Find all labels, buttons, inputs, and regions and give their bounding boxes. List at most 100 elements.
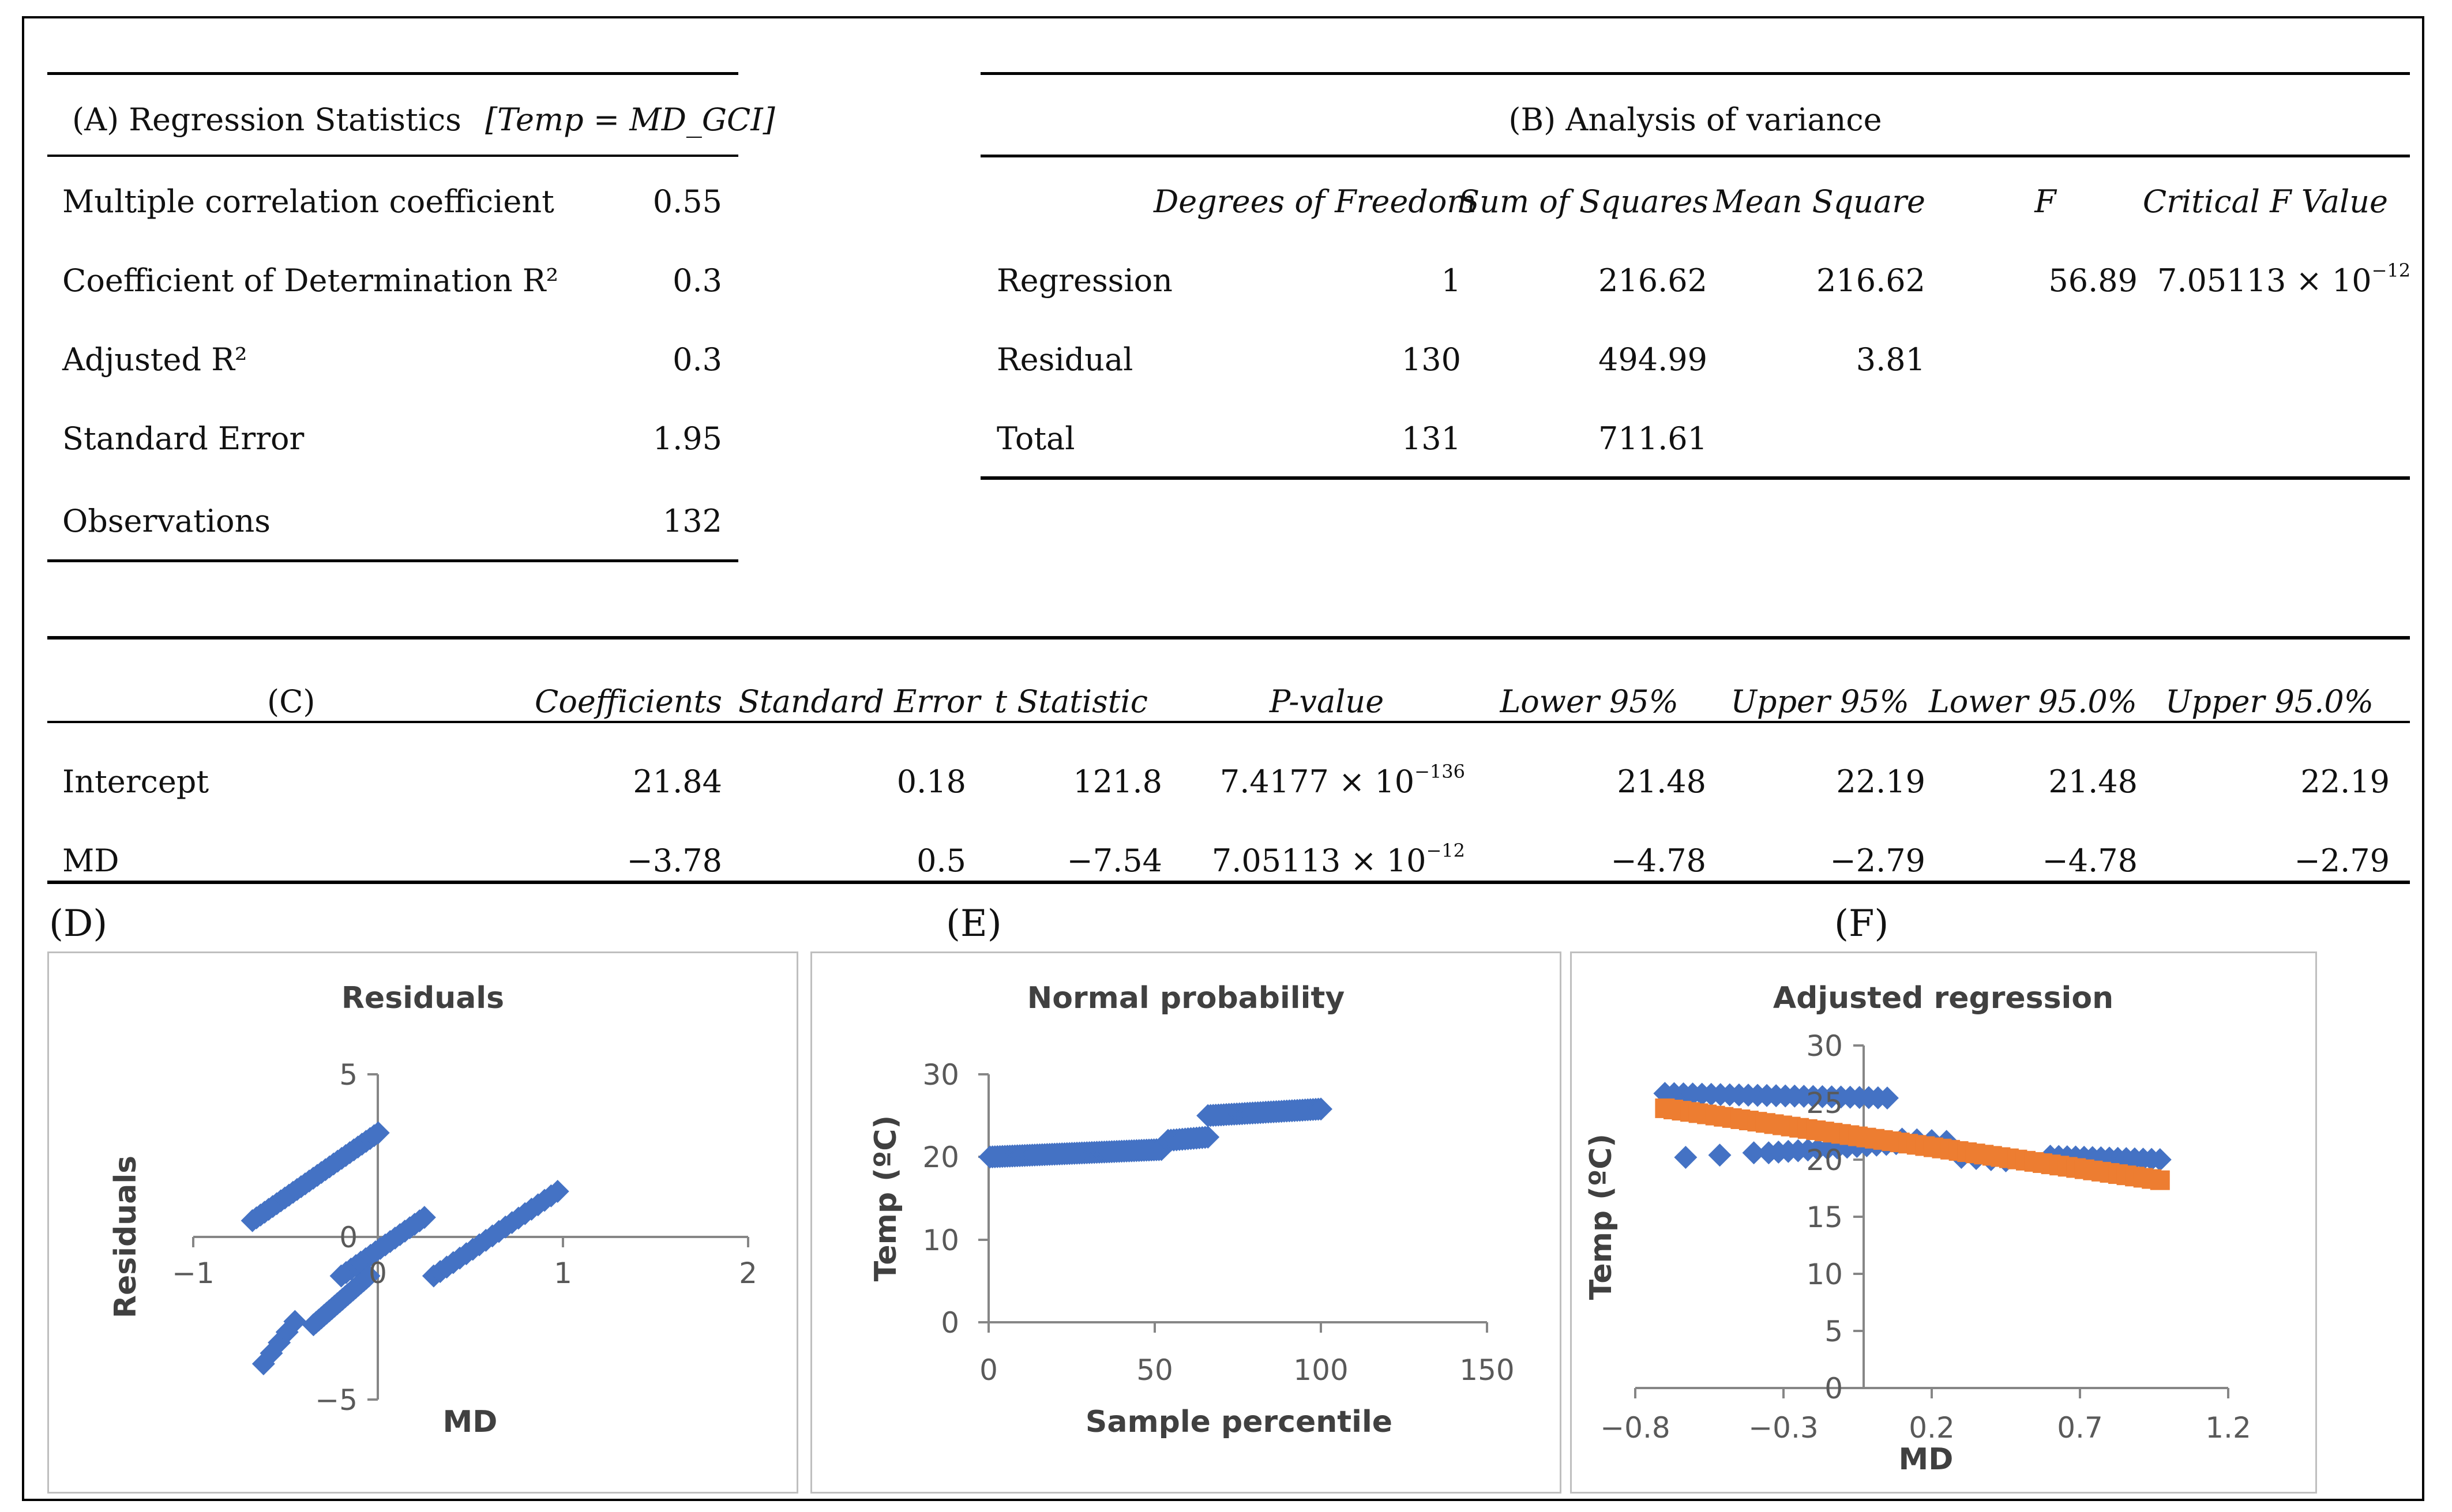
table-c-cell: 22.19 <box>2300 763 2390 800</box>
table-c-cell: 21.48 <box>1617 763 1706 800</box>
data-point <box>1196 1125 1220 1149</box>
x-tick-label: 1 <box>554 1257 572 1290</box>
table-a-row-value: 0.3 <box>673 341 722 378</box>
table-b-col-header: Mean Square <box>1713 183 1925 220</box>
table-b-cell: 7.05113 × 10−12 <box>2157 259 2411 299</box>
table-b-row-label: Regression <box>997 262 1173 299</box>
table-a-top-rule <box>47 72 738 75</box>
table-c-col-header: t Statistic <box>994 683 1148 720</box>
x-tick-label: 150 <box>1459 1353 1514 1387</box>
chart-f-svg: Adjusted regression 30 25 20 15 10 5 0 −… <box>1584 981 2251 1477</box>
panel-f-caption: (F) <box>1834 902 1889 945</box>
x-tick-label: −1 <box>172 1257 215 1290</box>
data-point <box>283 1310 307 1333</box>
table-b-bottom-rule <box>981 476 2410 480</box>
predicted-point <box>2150 1170 2170 1190</box>
y-axis-label: Temp (ºC) <box>1584 1134 1619 1300</box>
x-axis-label: Sample percentile <box>1086 1405 1392 1439</box>
data-point <box>260 1341 283 1365</box>
y-tick-label: 10 <box>1806 1258 1843 1291</box>
y-axis-label: Residuals <box>108 1156 143 1318</box>
table-b-cell: 1 <box>1441 262 1461 299</box>
table-c-title: (C) <box>267 683 316 720</box>
table-a-formula: [Temp = MD_GCI] <box>485 101 775 138</box>
table-c-col-header: P-value <box>1269 683 1384 720</box>
table-c-bottom-rule <box>47 881 2410 884</box>
table-b-cell: 216.62 <box>1598 262 1707 299</box>
table-a-row-value: 0.55 <box>652 183 722 220</box>
y-tick-label: 0 <box>1824 1372 1843 1405</box>
table-c-col-header: Upper 95% <box>1730 683 1909 720</box>
y-tick-label: 10 <box>922 1224 959 1257</box>
table-c-cell: −4.78 <box>1610 842 1706 879</box>
table-b-top-rule <box>981 72 2410 75</box>
series-residuals <box>241 1121 569 1375</box>
table-b-cell: 130 <box>1401 341 1461 378</box>
x-axis-label: MD <box>443 1405 498 1439</box>
chart-d-svg: Residuals 5 0 −5 −1 0 1 2 MD Residuals <box>108 981 757 1439</box>
chart-title: Normal probability <box>1027 981 1345 1015</box>
table-c-top-rule <box>47 636 2410 640</box>
table-c-cell: 22.19 <box>1836 763 1925 800</box>
table-c-cell: −2.79 <box>2294 842 2390 879</box>
table-b-col-header: Sum of Squares <box>1458 183 1708 220</box>
data-point <box>1708 1144 1732 1167</box>
x-tick-label: 1.2 <box>2205 1411 2251 1445</box>
data-point <box>366 1121 390 1145</box>
table-b-cell: 494.99 <box>1598 341 1707 378</box>
data-point <box>2148 1148 2172 1171</box>
table-c-cell: 0.18 <box>896 763 966 800</box>
y-tick-label: 30 <box>1806 1029 1843 1063</box>
y-tick-label: 0 <box>941 1306 959 1340</box>
x-tick-label: −0.8 <box>1600 1411 1670 1445</box>
data-point <box>412 1206 436 1229</box>
y-tick-label: 15 <box>1806 1201 1843 1234</box>
chart-d-residuals: Residuals 5 0 −5 −1 0 1 2 MD Residuals <box>47 951 798 1494</box>
data-point <box>1742 1141 1766 1165</box>
table-c-col-header: Lower 95.0% <box>1928 683 2137 720</box>
table-a-row-value: 0.3 <box>673 262 722 299</box>
table-b-col-header: Degrees of Freedom <box>1154 183 1477 220</box>
table-c-col-header: Coefficients <box>535 683 722 720</box>
table-b-header-rule <box>981 155 2410 157</box>
table-a-row-label: Standard Error <box>62 420 305 457</box>
table-c-cell: 7.05113 × 10−12 <box>1211 840 1465 879</box>
panel-d-caption: (D) <box>49 902 108 945</box>
table-c-cell: 7.4177 × 10−136 <box>1219 761 1465 800</box>
chart-title: Adjusted regression <box>1773 981 2113 1015</box>
table-c-col-header: Standard Error <box>738 683 981 720</box>
data-point <box>1674 1146 1698 1169</box>
table-c-cell: 21.84 <box>633 763 722 800</box>
x-axis-label: MD <box>1899 1442 1954 1477</box>
table-c-cell: 0.5 <box>917 842 966 879</box>
table-a-header-rule <box>47 155 738 157</box>
x-tick-label: 100 <box>1293 1353 1348 1387</box>
table-b-col-header: F <box>2034 183 2056 220</box>
series-temp <box>978 1097 1332 1169</box>
data-point <box>357 1264 381 1288</box>
table-b-cell: 711.61 <box>1598 420 1707 457</box>
x-tick-label: 50 <box>1136 1353 1173 1387</box>
table-a-row-label: Observations <box>62 503 271 539</box>
table-b-cell: 131 <box>1401 420 1461 457</box>
table-c-header-rule <box>47 721 2410 723</box>
table-c-col-header: Lower 95% <box>1500 683 1679 720</box>
table-b-row-label: Total <box>997 420 1075 457</box>
panel-e-caption: (E) <box>946 902 1002 945</box>
table-a-bottom-rule <box>47 559 738 562</box>
table-a-title-text: (A) Regression Statistics <box>72 101 461 138</box>
table-b-row-label: Residual <box>997 341 1133 378</box>
y-tick-label: 25 <box>1806 1086 1843 1120</box>
table-b-col-header: Critical F Value <box>2142 183 2388 220</box>
y-tick-label: 5 <box>339 1058 358 1092</box>
table-c-cell: −3.78 <box>626 842 722 879</box>
figure-frame <box>22 16 2424 1501</box>
y-tick-label: 5 <box>1824 1315 1843 1348</box>
table-a-row-value: 132 <box>662 503 722 539</box>
series-predicted-temp <box>1655 1098 2170 1190</box>
y-axis-label: Temp (ºC) <box>869 1115 903 1281</box>
x-tick-label: 0 <box>369 1257 387 1290</box>
table-c-col-header: Upper 95.0% <box>2165 683 2374 720</box>
x-tick-label: 0.2 <box>1909 1411 1955 1445</box>
table-c-row-label: MD <box>62 842 119 879</box>
